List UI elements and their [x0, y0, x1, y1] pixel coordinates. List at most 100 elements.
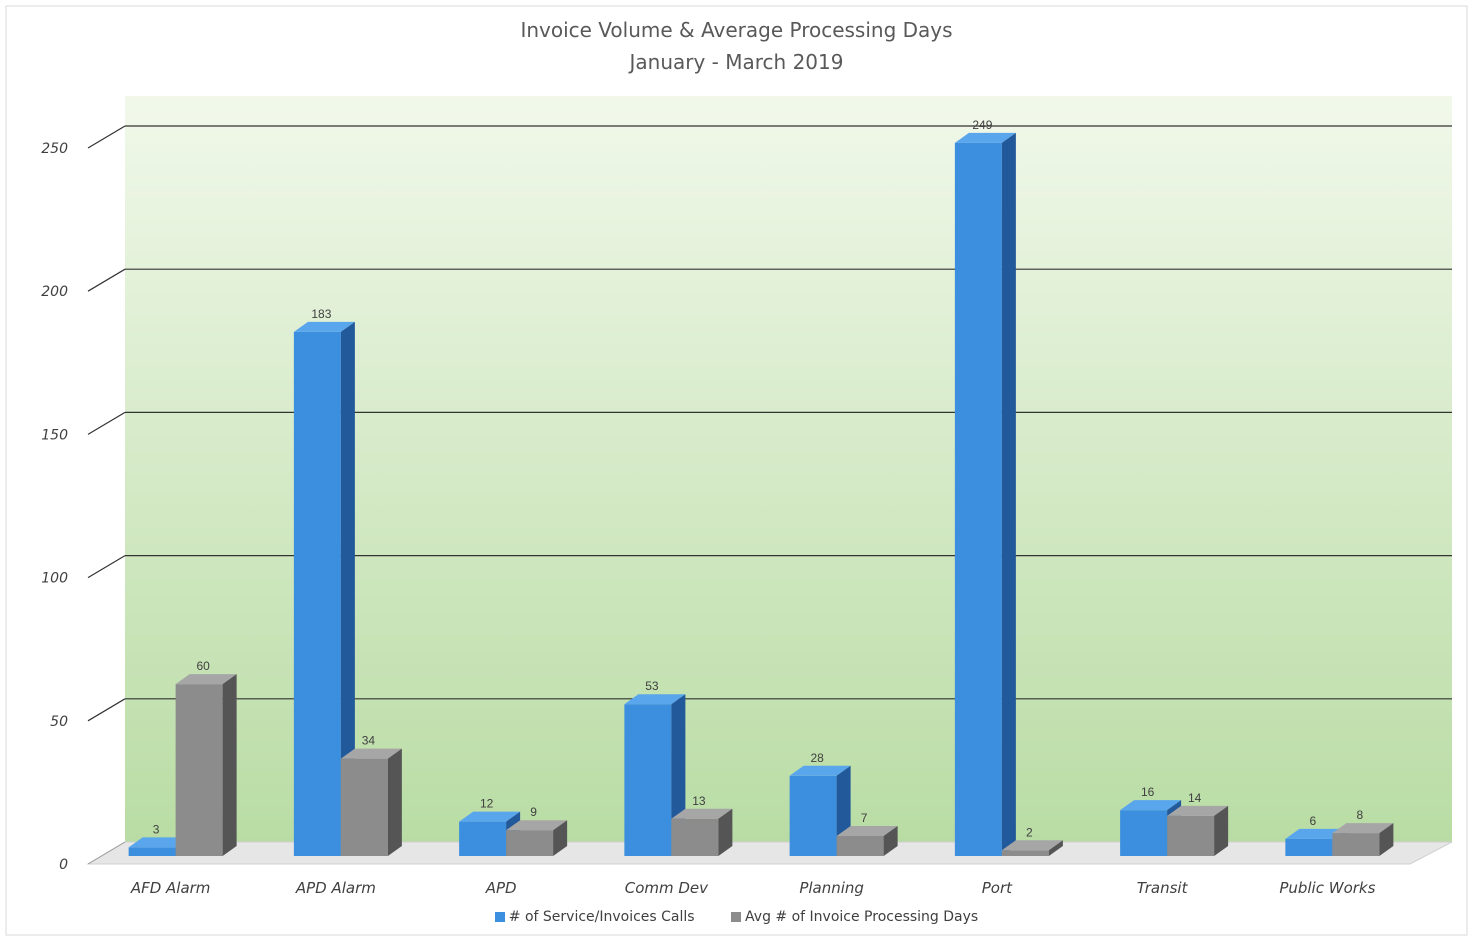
- data-label: 13: [692, 794, 706, 808]
- bar-processing-days: [1001, 840, 1063, 856]
- bar-top: [340, 748, 402, 759]
- y-tick-label: 0: [59, 857, 68, 873]
- bar-side: [222, 674, 237, 856]
- bar-front: [459, 821, 507, 856]
- data-label: 53: [645, 679, 659, 693]
- bar-processing-days: [671, 808, 733, 856]
- bar-service-invoices: [624, 694, 686, 856]
- legend-label-series-1: # of Service/Invoices Calls: [508, 909, 695, 925]
- data-label: 9: [530, 805, 537, 819]
- bar-top: [836, 825, 898, 836]
- bar-processing-days: [1167, 805, 1229, 856]
- x-category-label: Port: [982, 879, 1013, 897]
- bar-service-invoices: [789, 765, 851, 856]
- x-category-label: Public Works: [1279, 879, 1375, 897]
- bar-top: [1285, 828, 1347, 839]
- legend-label-series-2: Avg # of Invoice Processing Days: [745, 909, 979, 925]
- gridline-diagonal: [87, 411, 126, 435]
- bar-top: [1332, 823, 1394, 834]
- bar-top: [624, 694, 686, 705]
- bar-front: [175, 684, 223, 856]
- bar-top: [1167, 805, 1229, 816]
- y-tick-label: 50: [50, 714, 68, 730]
- bar-side: [1379, 823, 1394, 856]
- bar-front: [128, 847, 176, 856]
- data-label: 60: [196, 659, 210, 673]
- data-label: 8: [1357, 808, 1364, 822]
- x-category-label: APD: [485, 879, 517, 897]
- x-category-label: AFD Alarm: [130, 879, 211, 897]
- bar-top: [954, 132, 1016, 143]
- axis-floor-edge: [87, 841, 126, 865]
- bar-front: [1285, 838, 1333, 856]
- legend-item-series-2: Avg # of Invoice Processing Days: [731, 909, 978, 925]
- bar-processing-days: [1332, 823, 1394, 856]
- bar-front: [671, 818, 719, 856]
- gridline-diagonal: [87, 698, 126, 722]
- data-label: 183: [311, 307, 331, 321]
- legend-swatch-series-2: [731, 912, 742, 922]
- legend: # of Service/Invoices Calls Avg # of Inv…: [0, 909, 1473, 925]
- bar-front: [954, 142, 1002, 856]
- bar-top: [175, 674, 237, 685]
- bar-processing-days: [836, 825, 898, 856]
- data-label: 16: [1141, 785, 1155, 799]
- bar-side: [883, 825, 898, 856]
- data-label: 34: [362, 734, 376, 748]
- y-tick-label: 150: [41, 427, 68, 443]
- data-label: 249: [972, 118, 992, 132]
- chart-border: [5, 5, 1468, 936]
- bar-top: [128, 837, 190, 848]
- bar-front: [624, 704, 672, 856]
- bar-side: [1001, 132, 1016, 856]
- bar-front: [293, 331, 341, 856]
- plot-floor: [86, 841, 1453, 865]
- bar-front: [1001, 850, 1049, 856]
- x-category-label: Transit: [1137, 879, 1189, 897]
- data-label: 7: [861, 811, 868, 825]
- data-label: 3: [153, 822, 160, 836]
- bar-processing-days: [506, 820, 568, 856]
- bar-processing-days: [340, 748, 402, 856]
- y-tick-label: 200: [41, 284, 68, 300]
- bar-front: [836, 835, 884, 856]
- gridline-diagonal: [87, 268, 126, 292]
- y-tick-label: 100: [41, 571, 68, 587]
- bar-top: [1001, 840, 1063, 851]
- bar-side: [1048, 840, 1063, 856]
- bar-side: [553, 820, 568, 856]
- bar-top: [671, 808, 733, 819]
- bar-side: [1214, 805, 1229, 856]
- bar-front: [1120, 810, 1168, 856]
- bar-front: [1332, 833, 1380, 856]
- data-label: 14: [1188, 791, 1202, 805]
- bar-service-invoices: [293, 321, 355, 856]
- bar-top: [506, 820, 568, 831]
- data-label: 6: [1310, 814, 1317, 828]
- bar-side: [718, 808, 733, 856]
- bar-front: [789, 775, 837, 856]
- legend-item-series-1: # of Service/Invoices Calls: [494, 909, 695, 925]
- chart-title: Invoice Volume & Average Processing Days: [520, 18, 953, 42]
- bar-top: [789, 765, 851, 776]
- y-tick-label: 250: [41, 141, 68, 157]
- bar-processing-days: [175, 674, 237, 856]
- bar-front: [340, 758, 388, 856]
- bar-side: [387, 748, 402, 856]
- bar-front: [506, 830, 554, 856]
- bar-top: [293, 321, 355, 332]
- bar-front: [1167, 815, 1215, 856]
- bar-service-invoices: [954, 132, 1016, 856]
- bar-top: [459, 811, 521, 822]
- data-label: 2: [1026, 825, 1033, 839]
- data-label: 12: [480, 797, 494, 811]
- x-category-label: Planning: [799, 879, 864, 897]
- bar-side: [340, 321, 355, 856]
- gridline-diagonal: [87, 555, 126, 579]
- gridline-diagonal: [87, 125, 126, 149]
- x-category-label: Comm Dev: [625, 879, 709, 897]
- data-label: 28: [810, 751, 824, 765]
- bar-top: [1120, 800, 1182, 811]
